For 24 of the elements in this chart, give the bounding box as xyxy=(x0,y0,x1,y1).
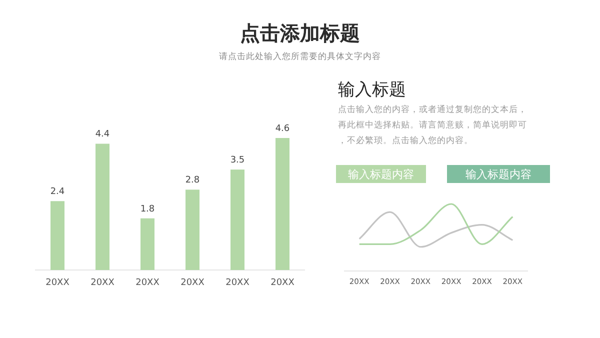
data-label: 4.6 xyxy=(275,124,290,134)
chart-title: 点击添加标题 xyxy=(240,21,360,45)
bar xyxy=(186,190,200,270)
data-label: 1.8 xyxy=(140,204,155,214)
text: 点击输入您的内容，或者通过复制您的文本后，再此框中选择粘贴。请言简意赅，简单说明即可，不必繁琐。点击输入您的内容。 xyxy=(338,104,527,146)
x-tick-label: 20XX xyxy=(136,278,160,288)
text: 输入标题内容 xyxy=(348,168,414,181)
chart-subtitle: 请点击此处输入您所需要的具体文字内容 xyxy=(219,51,381,62)
text: 输入标题内容 xyxy=(466,168,532,181)
x-tick-label: 20XX xyxy=(46,278,70,288)
x-tick-label: 20XX xyxy=(180,278,204,288)
x-tick-label: 20XX xyxy=(226,278,250,288)
bar xyxy=(50,201,64,270)
x-tick-label: 20XX xyxy=(90,278,114,288)
text: 输入标题 xyxy=(338,80,406,100)
x-tick-label: 20XX xyxy=(270,278,294,288)
data-label: 4.4 xyxy=(95,130,110,140)
bar xyxy=(230,170,244,270)
data-label: 2.8 xyxy=(185,176,200,186)
data-label: 3.5 xyxy=(230,156,245,166)
bar xyxy=(276,138,290,270)
data-label: 2.4 xyxy=(50,187,65,198)
bar xyxy=(96,144,110,270)
bar xyxy=(140,218,154,270)
